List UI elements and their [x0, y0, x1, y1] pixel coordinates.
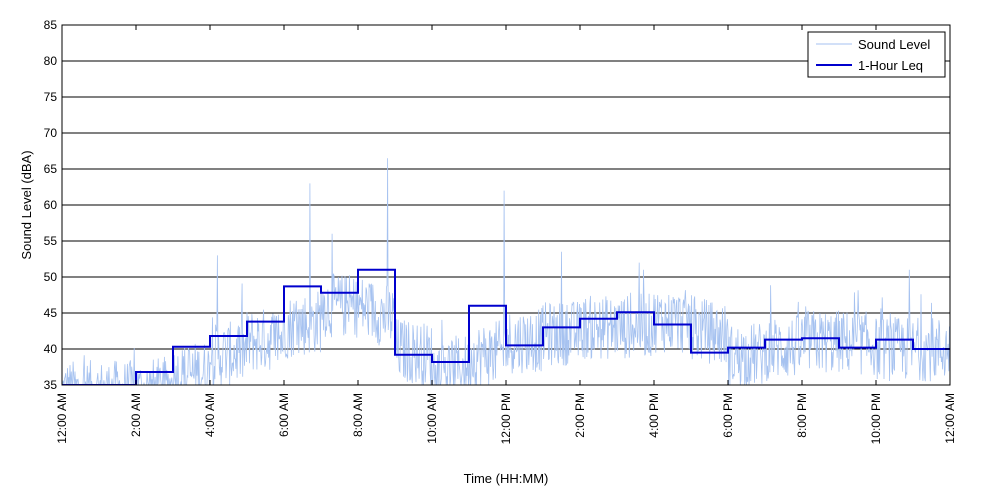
x-tick-label: 12:00 AM: [943, 393, 957, 444]
y-tick-label: 50: [44, 270, 58, 284]
x-tick-label: 12:00 PM: [499, 393, 513, 444]
y-tick-label: 80: [44, 54, 58, 68]
y-tick-label: 70: [44, 126, 58, 140]
y-tick-label: 60: [44, 198, 58, 212]
sound-level-line: [62, 158, 950, 385]
y-tick-label: 45: [44, 306, 58, 320]
legend-entry-1-hour-leq: 1-Hour Leq: [858, 58, 923, 73]
series-1-hour-leq: [62, 268, 950, 385]
x-axis-label: Time (HH:MM): [464, 471, 549, 486]
leq-step-line: [62, 268, 950, 385]
x-tick-label: 12:00 AM: [55, 393, 69, 444]
y-tick-label: 65: [44, 162, 58, 176]
legend-entry-sound-level: Sound Level: [858, 37, 930, 52]
y-tick-label: 40: [44, 342, 58, 356]
y-tick-label: 85: [44, 18, 58, 32]
x-tick-label: 10:00 AM: [425, 393, 439, 444]
series-sound-level: [62, 158, 950, 385]
x-tick-label: 4:00 PM: [647, 393, 661, 438]
legend-box: [807, 31, 946, 78]
y-axis-ticks: 35 40 45 50 55 60 65 70 75 80 85: [44, 18, 950, 392]
legend: Sound Level 1-Hour Leq: [807, 31, 946, 78]
y-axis-label: Sound Level (dBA): [19, 150, 34, 259]
x-tick-label: 8:00 PM: [795, 393, 809, 438]
x-tick-label: 8:00 AM: [351, 393, 365, 437]
x-tick-label: 6:00 AM: [277, 393, 291, 437]
y-tick-label: 75: [44, 90, 58, 104]
x-tick-label: 10:00 PM: [869, 393, 883, 444]
x-tick-label: 4:00 AM: [203, 393, 217, 437]
x-axis-ticks: 12:00 AM 2:00 AM 4:00 AM 6:00 AM 8:00 AM 10:0…: [55, 25, 957, 444]
x-tick-label: 2:00 AM: [129, 393, 143, 437]
x-tick-label: 2:00 PM: [573, 393, 587, 438]
y-tick-label: 55: [44, 234, 58, 248]
y-tick-label: 35: [44, 378, 58, 392]
x-tick-label: 6:00 PM: [721, 393, 735, 438]
